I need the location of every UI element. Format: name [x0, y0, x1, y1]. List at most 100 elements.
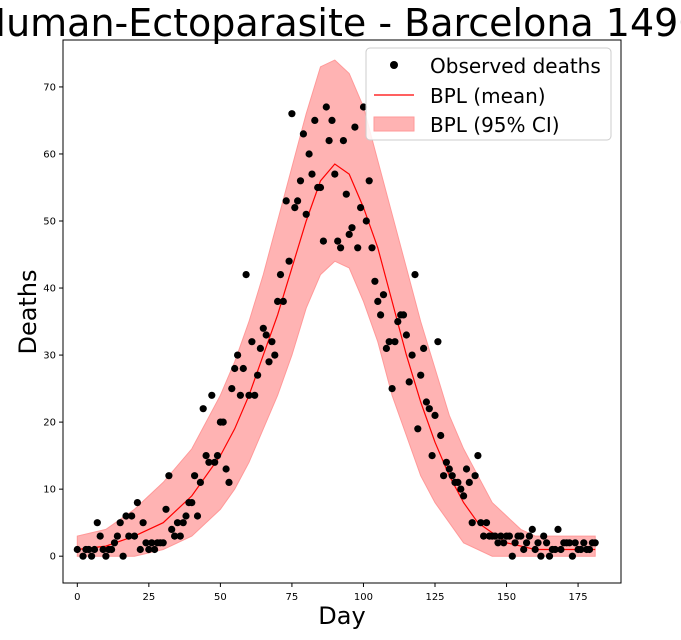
observed-point — [291, 204, 299, 212]
observed-point — [242, 271, 250, 279]
observed-point — [440, 472, 448, 480]
observed-point — [348, 224, 356, 232]
observed-point — [251, 391, 259, 399]
chart-title: Human-Ectoparasite - Barcelona 1490 — [0, 1, 681, 45]
observed-point — [305, 150, 313, 158]
legend: Observed deaths BPL (mean) BPL (95% CI) — [365, 47, 612, 141]
axes-frame — [62, 39, 622, 584]
observed-point — [554, 525, 562, 534]
observed-point — [265, 358, 273, 366]
observed-point — [534, 539, 542, 547]
observed-point — [591, 539, 599, 547]
observed-point — [497, 532, 505, 540]
observed-point — [116, 519, 124, 527]
observed-point — [219, 418, 227, 426]
observed-point — [571, 539, 579, 547]
observed-point — [288, 110, 296, 118]
y-tick-label: 0 — [50, 552, 56, 563]
observed-point — [342, 190, 350, 198]
observed-point — [322, 103, 330, 111]
observed-point — [500, 539, 508, 547]
observed-point — [90, 545, 99, 554]
x-axis-ticks: 0 25 50 75 100 125 150 175 — [74, 583, 588, 603]
observed-point — [365, 177, 373, 185]
observed-point — [274, 297, 282, 305]
observed-point — [465, 478, 473, 486]
observed-point — [211, 458, 219, 466]
observed-point — [165, 472, 173, 480]
legend-box — [365, 47, 612, 141]
observed-point — [394, 318, 402, 326]
observed-point — [577, 545, 585, 554]
observed-point — [454, 478, 462, 486]
observed-point — [442, 458, 450, 466]
observed-point — [193, 512, 202, 520]
y-tick-label: 40 — [43, 284, 56, 295]
observed-point — [148, 539, 156, 547]
observed-point — [420, 344, 428, 352]
observed-point — [168, 525, 176, 534]
observed-point — [508, 552, 516, 560]
observed-point — [368, 244, 376, 252]
ci-band — [76, 59, 596, 557]
observed-point — [162, 505, 170, 513]
observed-point — [408, 351, 416, 359]
observed-point — [462, 465, 471, 473]
legend-label-ci: BPL (95% CI) — [430, 113, 560, 137]
observed-point — [482, 519, 491, 527]
observed-point — [228, 385, 236, 393]
observed-point — [208, 391, 216, 399]
y-tick-label: 70 — [43, 82, 56, 93]
observed-point — [271, 351, 279, 359]
observed-point — [414, 425, 422, 433]
observed-point — [431, 411, 439, 419]
x-tick-label: 0 — [74, 592, 80, 603]
observed-point — [520, 545, 528, 554]
observed-point — [276, 271, 285, 279]
observed-point — [108, 545, 116, 554]
observed-point — [119, 552, 127, 560]
observed-point — [445, 465, 453, 473]
observed-point — [377, 311, 385, 319]
observed-point — [468, 519, 476, 527]
observed-point — [382, 344, 390, 352]
observed-point — [73, 545, 81, 554]
observed-point — [351, 123, 359, 131]
observed-point — [191, 472, 199, 480]
observed-point — [531, 545, 539, 554]
y-axis-label: Deaths — [14, 269, 42, 354]
observed-point — [234, 351, 242, 359]
observed-point — [357, 204, 365, 212]
observed-point — [151, 545, 159, 554]
observed-point — [145, 545, 153, 554]
observed-point — [528, 525, 536, 534]
observed-point — [133, 499, 141, 507]
observed-point — [79, 552, 87, 560]
observed-point — [179, 519, 187, 527]
y-tick-label: 60 — [43, 149, 56, 160]
observed-point — [128, 512, 136, 520]
observed-point — [188, 499, 196, 507]
legend-label-mean: BPL (mean) — [430, 84, 546, 108]
observed-point — [268, 338, 276, 346]
observed-point — [245, 391, 253, 399]
observed-point — [425, 405, 433, 413]
legend-label-observed: Observed deaths — [430, 54, 601, 78]
observed-point — [222, 465, 230, 473]
observed-point — [339, 137, 347, 145]
observed-point — [399, 311, 408, 319]
observed-point — [319, 237, 327, 245]
observed-point — [477, 519, 485, 527]
observed-point — [517, 532, 525, 540]
observed-point — [294, 197, 302, 205]
observed-point — [254, 371, 262, 379]
observed-point — [136, 545, 144, 554]
observed-point — [331, 170, 339, 178]
observed-point — [182, 512, 190, 520]
observed-point — [417, 371, 425, 379]
observed-point — [142, 539, 150, 547]
observed-point — [213, 452, 222, 460]
observed-point — [354, 244, 362, 252]
observed-point — [402, 331, 410, 339]
